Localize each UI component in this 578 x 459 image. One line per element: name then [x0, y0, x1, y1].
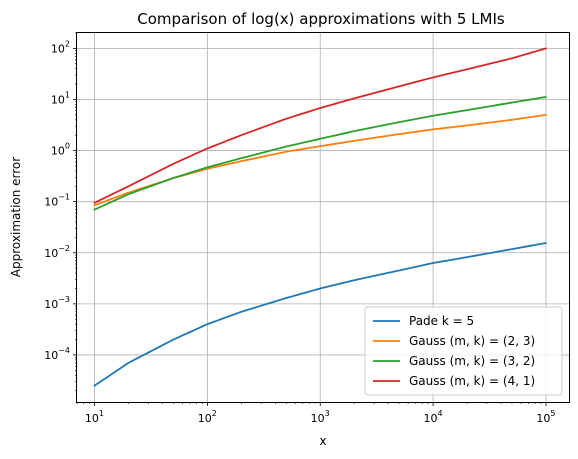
x-tick-label: 105: [536, 409, 555, 425]
legend-label: Gauss (m, k) = (2, 3): [409, 334, 535, 348]
y-tick-label: 10−3: [44, 295, 70, 311]
legend-label: Gauss (m, k) = (4, 1): [409, 374, 535, 388]
y-tick-label: 100: [51, 142, 70, 158]
x-axis-ticks: 101 102 103 104 105: [76, 402, 556, 425]
y-tick-label: 101: [51, 90, 70, 106]
y-axis-label: Approximation error: [9, 157, 23, 277]
x-axis-label: x: [319, 434, 326, 448]
series-line-3: [93, 96, 547, 211]
y-tick-label: 10−4: [44, 346, 70, 362]
y-tick-label: 10−2: [44, 244, 70, 260]
chart-title: Comparison of log(x) approximations with…: [137, 10, 505, 28]
legend-box: [364, 306, 563, 396]
grid: [77, 33, 569, 402]
series-line-4: [93, 47, 547, 204]
series-lines: [93, 47, 547, 387]
y-axis-ticks: 10−4 10−3 10−2 10−1 100 101 102: [44, 32, 77, 391]
x-tick-label: 103: [311, 409, 330, 425]
series-line-1: [93, 242, 547, 387]
x-tick-label: 104: [424, 409, 443, 425]
plot-frame: [76, 32, 570, 403]
x-tick-label: 101: [85, 409, 104, 425]
legend: Pade k = 5 Gauss (m, k) = (2, 3) Gauss (m,…: [364, 306, 563, 396]
y-tick-label: 10−1: [44, 193, 70, 209]
legend-label: Pade k = 5: [409, 314, 474, 328]
y-tick-label: 102: [51, 39, 70, 55]
legend-label: Gauss (m, k) = (3, 2): [409, 354, 535, 368]
x-tick-label: 102: [198, 409, 217, 425]
